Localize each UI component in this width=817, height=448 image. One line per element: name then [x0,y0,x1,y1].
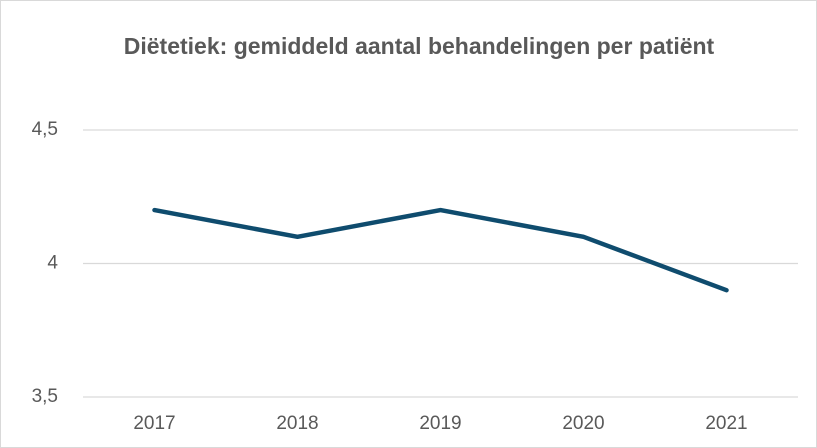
x-tick-label: 2017 [133,413,175,434]
x-tick-label: 2021 [705,413,747,434]
y-tick-label: 3,5 [32,386,58,407]
y-tick-label: 4 [47,253,58,274]
x-tick-label: 2018 [276,413,318,434]
y-tick-label: 4,5 [32,119,58,140]
line-series [152,207,729,293]
x-tick-label: 2019 [419,413,461,434]
chart-title: Diëtetiek: gemiddeld aantal behandelinge… [123,33,715,59]
x-tick-label: 2020 [562,413,604,434]
